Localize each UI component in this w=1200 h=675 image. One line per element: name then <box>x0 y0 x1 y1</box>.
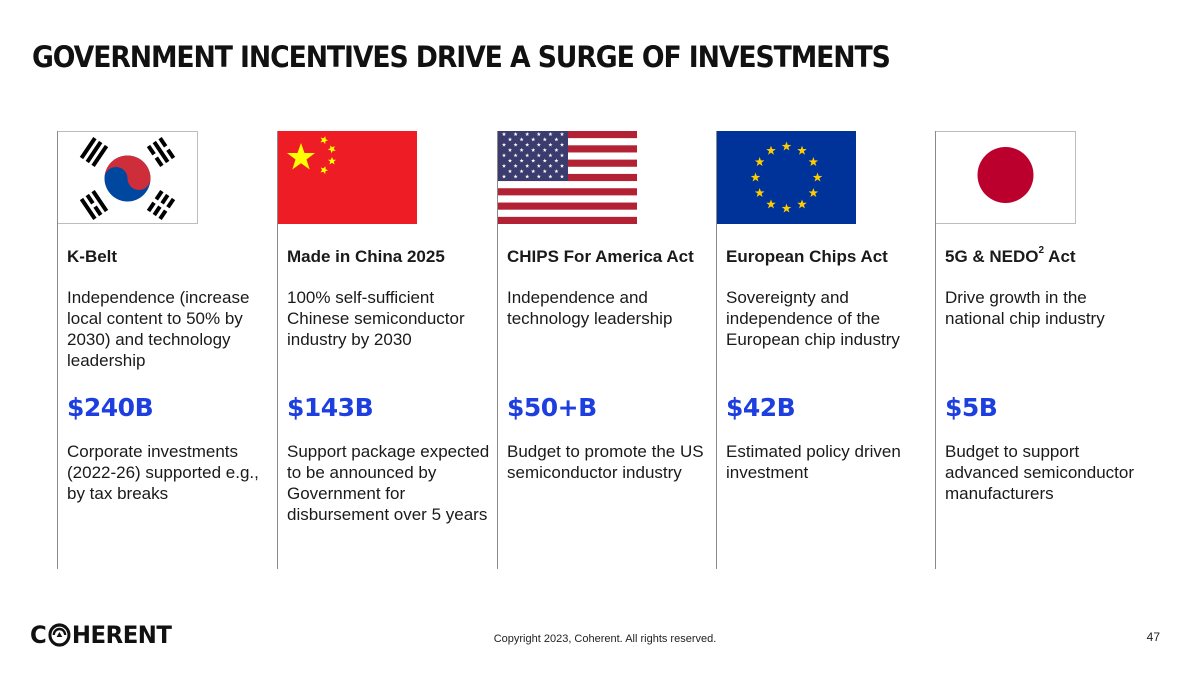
column-european-chips-act: European Chips Act Sovereignty and indep… <box>716 131 929 569</box>
column-title-main: 5G & NEDO <box>945 247 1039 266</box>
column-note: Corporate investments (2022-26) supporte… <box>67 442 259 503</box>
column-title: European Chips Act <box>726 247 888 266</box>
column-note: Estimated policy driven investment <box>726 442 901 482</box>
column-amount: $143B <box>287 393 374 422</box>
column-description: Independence and technology leadership <box>507 288 673 328</box>
column-amount: $240B <box>67 393 154 422</box>
column-amount: $42B <box>726 393 796 422</box>
column-chips-act: CHIPS For America Act Independence and t… <box>497 131 710 569</box>
column-note: Support package expected to be announced… <box>287 442 490 524</box>
usa-flag-icon <box>498 131 637 224</box>
logo-text: HERENT <box>71 621 172 649</box>
column-title: Made in China 2025 <box>287 247 445 266</box>
south-korea-flag-icon <box>58 131 198 224</box>
logo-letter-c: C <box>30 621 47 649</box>
column-amount: $50+B <box>507 393 597 422</box>
coherent-logo: C HERENT <box>30 621 172 649</box>
copyright-notice: Copyright 2023, Coherent. All rights res… <box>493 633 717 645</box>
column-description: Drive growth in the national chip indust… <box>945 288 1105 328</box>
column-description: 100% self-sufficient Chinese semiconduct… <box>287 288 465 349</box>
column-title-superscript: 2 <box>1038 245 1045 257</box>
japan-flag-icon <box>936 131 1076 224</box>
column-note: Budget to support advanced semiconductor… <box>945 442 1135 503</box>
column-title: 5G & NEDO2 Act <box>945 245 1076 267</box>
column-note: Budget to promote the US semiconductor i… <box>507 442 704 482</box>
column-k-belt: K-Belt Independence (increase local cont… <box>57 131 270 569</box>
column-made-in-china: Made in China 2025 100% self-sufficient … <box>277 131 490 569</box>
column-description: Sovereignty and independence of the Euro… <box>726 288 900 349</box>
column-title: K-Belt <box>67 247 118 266</box>
slide-title: GOVERNMENT INCENTIVES DRIVE A SURGE OF I… <box>32 40 891 74</box>
page-number: 47 <box>1146 630 1160 644</box>
incentive-columns: K-Belt Independence (increase local cont… <box>0 131 1200 571</box>
column-title-tail: Act <box>1044 247 1076 266</box>
column-title: CHIPS For America Act <box>507 247 694 266</box>
column-description: Independence (increase local content to … <box>67 288 250 370</box>
eu-flag-icon <box>717 131 856 224</box>
china-flag-icon <box>278 131 417 224</box>
column-5g-nedo-act: 5G & NEDO2 Act Drive growth in the natio… <box>935 131 1148 569</box>
column-amount: $5B <box>945 393 998 422</box>
coherent-logo-icon <box>48 623 71 647</box>
